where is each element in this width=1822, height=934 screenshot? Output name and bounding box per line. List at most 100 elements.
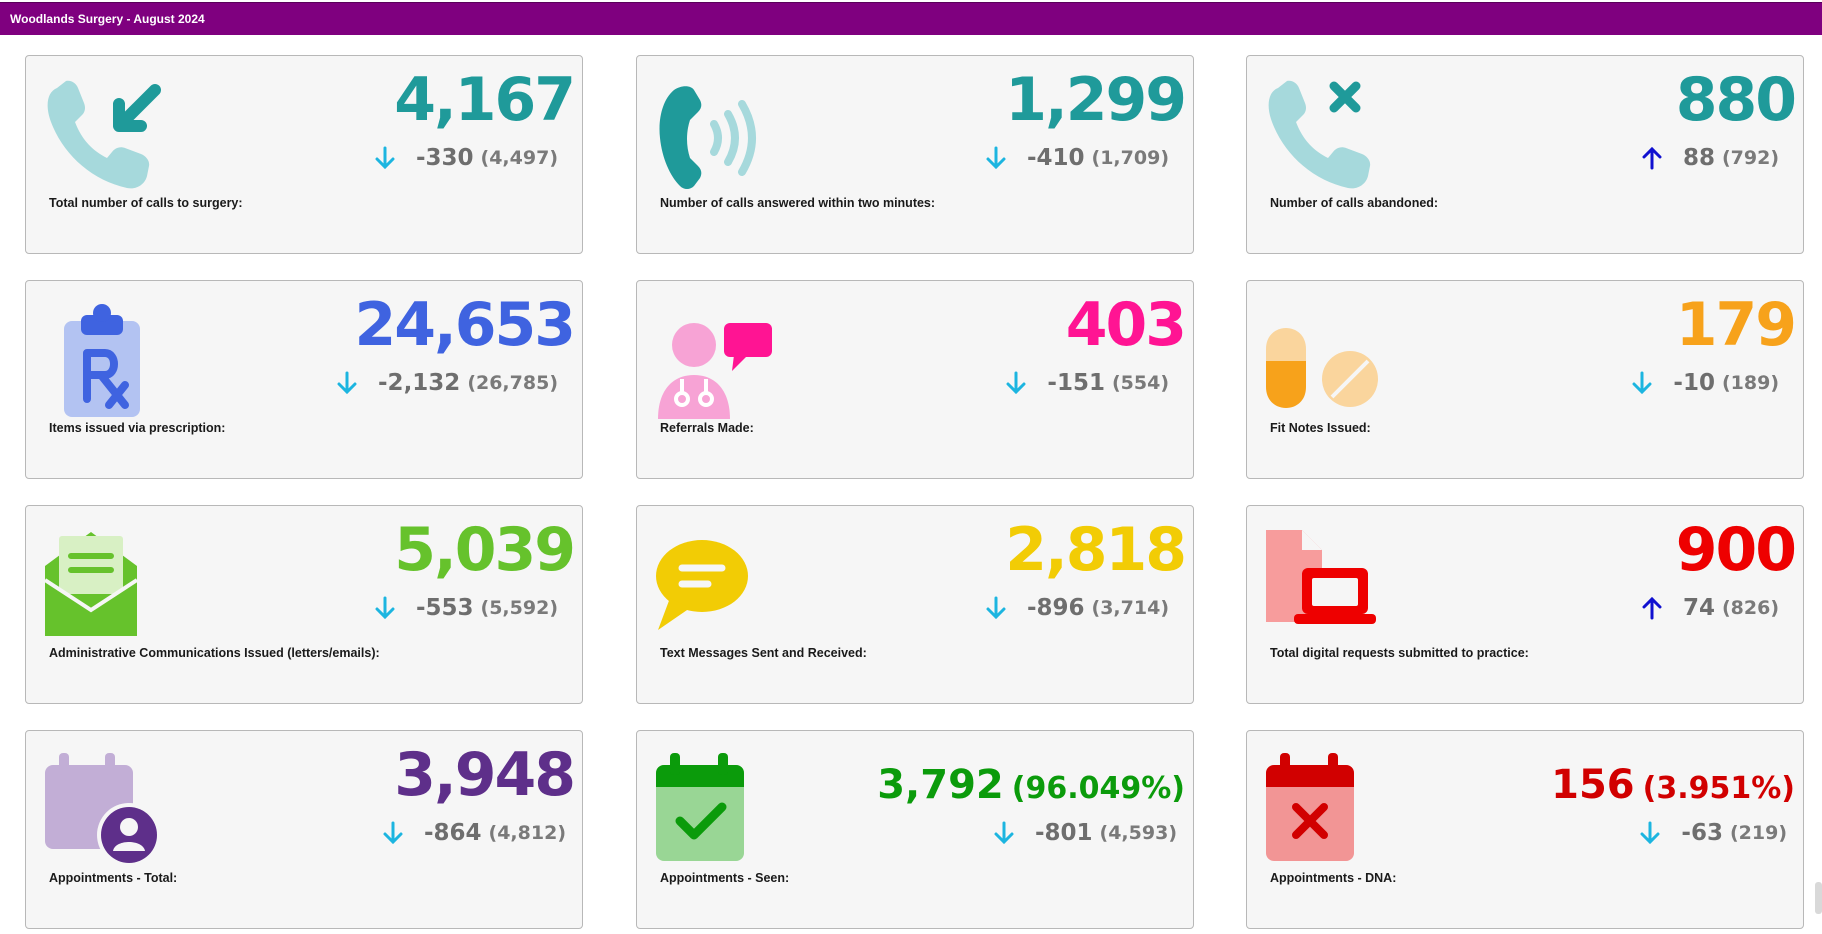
arrow-down-icon	[994, 821, 1014, 845]
kpi-change-value: 88	[1682, 145, 1715, 171]
arrow-up-icon	[1642, 596, 1662, 620]
kpi-change: -896 (3,714)	[983, 593, 1169, 623]
doctor-chat-icon	[658, 323, 772, 419]
kpi-label: Administrative Communications Issued (le…	[49, 646, 380, 660]
kpi-value: 156 (3.951%)	[1551, 745, 1795, 829]
kpi-change: -330 (4,497)	[372, 143, 558, 173]
kpi-change-value: -63	[1681, 820, 1723, 846]
kpi-value: 24,653	[354, 290, 576, 360]
laptop-document-icon	[1266, 530, 1376, 624]
kpi-label: Appointments - Seen:	[660, 871, 790, 885]
kpi-change: -410 (1,709)	[983, 143, 1169, 173]
arrow-down-icon	[1006, 371, 1026, 395]
open-envelope-icon	[45, 532, 139, 636]
kpi-label: Appointments - Total:	[49, 871, 178, 885]
arrow-up-icon	[1642, 146, 1662, 170]
kpi-change-value: -801	[1034, 820, 1093, 846]
arrow-down-icon	[1632, 371, 1652, 395]
kpi-change-value: -553	[415, 595, 474, 621]
kpi-card-calls-answered: 1,299 -410 (1,709) Number of calls answe…	[636, 55, 1194, 254]
kpi-previous-value: (189)	[1721, 372, 1779, 394]
kpi-change-value: -410	[1026, 145, 1085, 171]
kpi-label: Total number of calls to surgery:	[49, 196, 243, 210]
kpi-card-digital-requests: 900 74 (826) Total digital requests subm…	[1246, 505, 1804, 704]
kpi-value: 900	[1675, 515, 1797, 585]
kpi-change: -801 (4,593)	[991, 818, 1177, 848]
arrow-down-icon	[383, 821, 403, 845]
kpi-card-fit-notes: 179 -10 (189) Fit Notes Issued:	[1246, 280, 1804, 479]
speech-bubble-icon	[656, 540, 748, 630]
pills-icon	[1266, 328, 1378, 408]
kpi-card-appointments-seen: 3,792 (96.049%) -801 (4,593) Appointments…	[636, 730, 1194, 929]
kpi-change-value: -896	[1026, 595, 1085, 621]
calendar-user-icon	[45, 753, 161, 867]
kpi-previous-value: (4,593)	[1099, 822, 1177, 844]
arrow-down-icon	[375, 146, 395, 170]
kpi-change: 88 (792)	[1639, 143, 1779, 173]
kpi-value-number: 156	[1551, 762, 1635, 808]
kpi-change: 74 (826)	[1639, 593, 1779, 623]
kpi-previous-value: (1,709)	[1091, 147, 1169, 169]
kpi-label: Items issued via prescription:	[49, 421, 226, 435]
calendar-cross-icon	[1266, 753, 1354, 861]
arrow-down-icon	[1640, 821, 1660, 845]
kpi-card-prescriptions: 24,653 -2,132 (26,785) Items issued via …	[25, 280, 583, 479]
arrow-down-icon	[986, 146, 1006, 170]
kpi-card-admin-communications: 5,039 -553 (5,592) Administrative Commun…	[25, 505, 583, 704]
kpi-card-calls-abandoned: 880 88 (792) Number of calls abandoned:	[1246, 55, 1804, 254]
kpi-change-value: -10	[1673, 370, 1715, 396]
kpi-label: Total digital requests submitted to prac…	[1270, 646, 1529, 660]
kpi-label: Fit Notes Issued:	[1270, 421, 1371, 435]
kpi-label: Number of calls answered within two minu…	[660, 196, 936, 210]
kpi-change-value: -330	[415, 145, 474, 171]
phone-ringing-icon	[659, 86, 756, 189]
kpi-label: Referrals Made:	[660, 421, 754, 435]
kpi-change: -63 (219)	[1637, 818, 1787, 848]
kpi-change: -151 (554)	[1003, 368, 1169, 398]
kpi-change: -864 (4,812)	[380, 818, 566, 848]
dashboard-title: Woodlands Surgery - August 2024	[0, 2, 1822, 35]
kpi-card-referrals: 403 -151 (554) Referrals Made:	[636, 280, 1194, 479]
kpi-value: 4,167	[394, 65, 576, 135]
arrow-down-icon	[986, 596, 1006, 620]
kpi-value: 403	[1065, 290, 1187, 360]
kpi-change: -553 (5,592)	[372, 593, 558, 623]
scrollbar-handle[interactable]	[1815, 882, 1822, 914]
kpi-value-percent: (96.049%)	[1011, 771, 1185, 806]
kpi-change-value: -151	[1047, 370, 1105, 396]
phone-incoming-icon	[47, 80, 161, 189]
kpi-value: 1,299	[1005, 65, 1187, 135]
calendar-check-icon	[656, 753, 744, 861]
prescription-clipboard-icon	[64, 304, 140, 417]
kpi-change-value: 74	[1682, 595, 1715, 621]
kpi-previous-value: (26,785)	[467, 372, 558, 394]
kpi-change-value: -2,132	[378, 370, 461, 396]
kpi-previous-value: (219)	[1729, 822, 1787, 844]
kpi-previous-value: (826)	[1721, 597, 1779, 619]
kpi-card-appointments-dna: 156 (3.951%) -63 (219) Appointments - DNA…	[1246, 730, 1804, 929]
kpi-label: Text Messages Sent and Received:	[660, 646, 867, 660]
kpi-value-percent: (3.951%)	[1642, 771, 1795, 806]
kpi-value: 2,818	[1005, 515, 1187, 585]
kpi-change: -10 (189)	[1629, 368, 1779, 398]
kpi-change-value: -864	[423, 820, 482, 846]
phone-missed-icon	[1268, 80, 1371, 189]
kpi-card-total-calls: 4,167 -330 (4,497) Total number of calls…	[25, 55, 583, 254]
kpi-value: 880	[1675, 65, 1797, 135]
kpi-previous-value: (554)	[1111, 372, 1169, 394]
kpi-previous-value: (4,497)	[480, 147, 558, 169]
kpi-label: Appointments - DNA:	[1270, 871, 1397, 885]
kpi-change: -2,132 (26,785)	[334, 368, 558, 398]
kpi-card-text-messages: 2,818 -896 (3,714) Text Messages Sent an…	[636, 505, 1194, 704]
kpi-value: 3,792 (96.049%)	[877, 745, 1185, 829]
kpi-value: 179	[1675, 290, 1797, 360]
kpi-previous-value: (5,592)	[480, 597, 558, 619]
arrow-down-icon	[375, 596, 395, 620]
kpi-card-appointments-total: 3,948 -864 (4,812) Appointments - Total:	[25, 730, 583, 929]
kpi-value-number: 3,792	[877, 762, 1004, 808]
arrow-down-icon	[337, 371, 357, 395]
kpi-previous-value: (3,714)	[1091, 597, 1169, 619]
kpi-previous-value: (4,812)	[488, 822, 566, 844]
kpi-value: 5,039	[394, 515, 576, 585]
kpi-value: 3,948	[394, 740, 576, 810]
